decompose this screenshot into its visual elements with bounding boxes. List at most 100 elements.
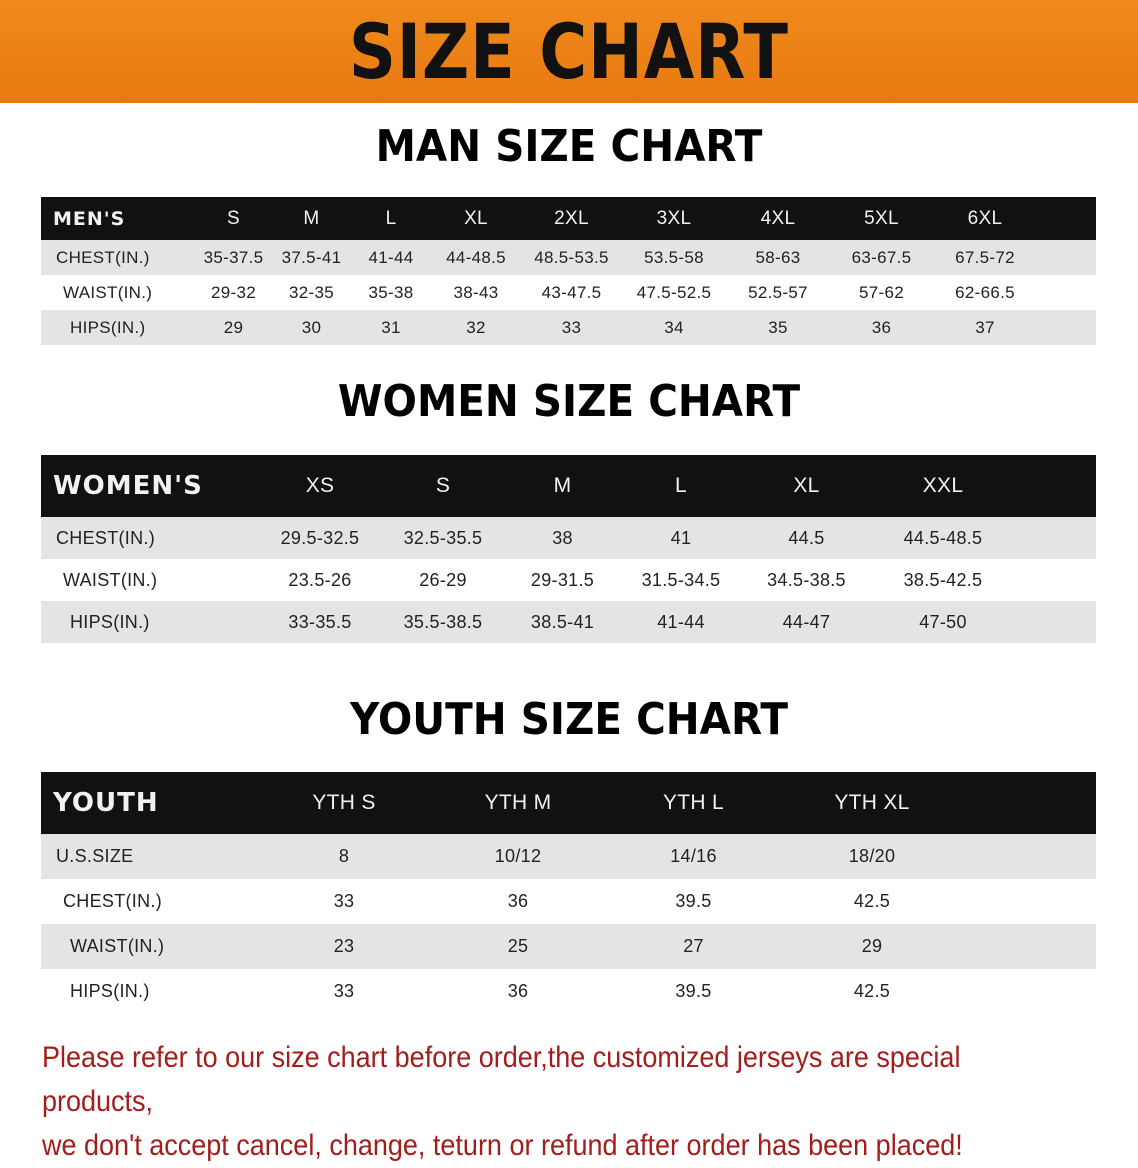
- table-cell: 38.5-41: [530, 611, 595, 632]
- table-row: WAIST(IN.) 29-32 32-35 35-38 38-43 43-47.5 47.…: [41, 275, 1096, 310]
- table-cell: 37: [975, 317, 995, 337]
- row-label: HIPS(IN.): [70, 981, 150, 1001]
- table-cell: 36: [507, 981, 529, 1001]
- column-header: YTH XL: [834, 791, 910, 814]
- table-cell: 39.5: [675, 891, 712, 911]
- table-cell: 37.5-41: [281, 247, 342, 267]
- table-row: CHEST(IN.) 35-37.5 37.5-41 41-44 44-48.5 48.5…: [41, 240, 1096, 275]
- table-cell: 38: [552, 527, 573, 548]
- table-cell: 67.5-72: [955, 247, 1015, 267]
- column-header: XL: [464, 207, 488, 229]
- row-label: WAIST(IN.): [63, 569, 158, 590]
- table-cell: 44.5-48.5: [903, 527, 983, 548]
- table-cell: 29-31.5: [530, 569, 595, 590]
- table-row: HIPS(IN.) 33 36 39.5 42.5: [41, 969, 1096, 1014]
- table-cell: 34.5-38.5: [767, 569, 846, 590]
- table-cell: 23.5-26: [288, 569, 352, 590]
- table-row: U.S.SIZE 8 10/12 14/16 18/20: [41, 834, 1096, 879]
- table-cell: 18/20: [848, 846, 896, 866]
- table-row: CHEST(IN.) 29.5-32.5 32.5-35.5 38 41 44.5 44.5…: [41, 517, 1096, 559]
- youth-section-title: YOUTH SIZE CHART: [350, 694, 788, 745]
- table-cell: 35-38: [368, 282, 414, 302]
- table-cell: 23: [333, 936, 355, 956]
- table-cell: 33-35.5: [288, 611, 352, 632]
- note-line-2: we don't accept cancel, change, teturn o…: [42, 1129, 963, 1162]
- note-line-1: Please refer to our size chart before or…: [42, 1041, 961, 1118]
- women-size-table: WOMEN'S XS S M L XL XXL CHEST(IN.) 29.5-32.5 32.5…: [41, 455, 1096, 643]
- table-label: WOMEN'S: [53, 471, 203, 501]
- table-cell: 52.5-57: [748, 282, 808, 302]
- women-section-title: WOMEN SIZE CHART: [337, 376, 801, 427]
- table-cell: 33: [333, 891, 355, 911]
- table-cell: 31: [381, 317, 401, 337]
- table-row: WAIST(IN.) 23.5-26 26-29 29-31.5 31.5-34.5 34…: [41, 559, 1096, 601]
- table-cell: 57-62: [859, 282, 904, 302]
- order-policy-note: Please refer to our size chart before or…: [42, 1036, 1014, 1168]
- column-header: 2XL: [554, 207, 589, 229]
- table-header-row: YOUTH YTH S YTH M YTH L YTH XL: [41, 772, 1096, 834]
- column-header: M: [303, 207, 320, 229]
- table-cell: 26-29: [419, 569, 467, 590]
- table-cell: 32.5-35.5: [403, 527, 483, 548]
- table-cell: 27: [683, 936, 704, 956]
- column-header: XL: [793, 474, 820, 497]
- table-cell: 32-35: [289, 282, 334, 302]
- table-header-row: MEN'S S M L XL 2XL 3XL 4XL 5XL 6XL: [41, 197, 1096, 240]
- table-cell: 43-47.5: [541, 282, 602, 302]
- table-cell: 44-48.5: [446, 247, 506, 267]
- table-label: YOUTH: [53, 788, 159, 818]
- row-label: CHEST(IN.): [63, 891, 162, 911]
- table-cell: 29: [223, 317, 244, 337]
- table-row: HIPS(IN.) 29 30 31 32 33 34 35 36 37: [41, 310, 1096, 345]
- table-cell: 29-32: [211, 282, 256, 302]
- table-cell: 33: [561, 317, 582, 337]
- row-label: HIPS(IN.): [70, 611, 150, 632]
- table-cell: 47-50: [919, 611, 967, 632]
- column-header: L: [675, 474, 687, 497]
- column-header: XXL: [922, 474, 964, 497]
- youth-size-table: YOUTH YTH S YTH M YTH L YTH XL U.S.SIZE 8 10/12…: [41, 772, 1096, 1014]
- column-header: 3XL: [656, 207, 692, 229]
- table-cell: 38-43: [453, 282, 499, 302]
- column-header: 6XL: [967, 207, 1003, 229]
- row-label: WAIST(IN.): [63, 282, 153, 302]
- table-cell: 41-44: [368, 247, 414, 267]
- table-cell: 32: [466, 317, 486, 337]
- table-cell: 36: [871, 317, 892, 337]
- column-header: L: [385, 207, 397, 229]
- table-label: MEN'S: [53, 207, 126, 230]
- table-cell: 33: [333, 981, 355, 1001]
- table-cell: 10/12: [494, 846, 542, 866]
- row-label: U.S.SIZE: [56, 846, 134, 866]
- row-label: WAIST(IN.): [70, 936, 165, 956]
- column-header: XS: [305, 474, 335, 497]
- column-header: YTH S: [312, 791, 376, 814]
- banner-title: SIZE CHART: [348, 7, 790, 96]
- table-cell: 44-47: [782, 611, 831, 632]
- table-cell: 41-44: [657, 611, 705, 632]
- table-cell: 58-63: [755, 247, 801, 267]
- table-cell: 14/16: [670, 846, 717, 866]
- row-label: CHEST(IN.): [56, 527, 155, 548]
- column-header: 5XL: [864, 207, 899, 229]
- column-header: S: [435, 474, 451, 497]
- men-section-title: MAN SIZE CHART: [375, 121, 763, 172]
- table-cell: 29: [861, 936, 883, 956]
- table-cell: 29.5-32.5: [280, 527, 360, 548]
- column-header: M: [553, 474, 572, 497]
- table-cell: 25: [507, 936, 529, 956]
- table-cell: 35.5-38.5: [403, 611, 483, 632]
- table-cell: 35: [768, 317, 788, 337]
- table-cell: 47.5-52.5: [636, 282, 712, 302]
- column-header: YTH M: [484, 791, 552, 814]
- table-cell: 42.5: [853, 891, 891, 911]
- row-label: CHEST(IN.): [56, 247, 150, 267]
- table-cell: 34: [664, 317, 684, 337]
- column-header: 4XL: [760, 207, 796, 229]
- table-cell: 62-66.5: [955, 282, 1015, 302]
- table-cell: 44.5: [788, 527, 825, 548]
- row-label: HIPS(IN.): [70, 317, 146, 337]
- table-cell: 42.5: [853, 981, 891, 1001]
- table-cell: 38.5-42.5: [903, 569, 983, 590]
- table-header-row: WOMEN'S XS S M L XL XXL: [41, 455, 1096, 517]
